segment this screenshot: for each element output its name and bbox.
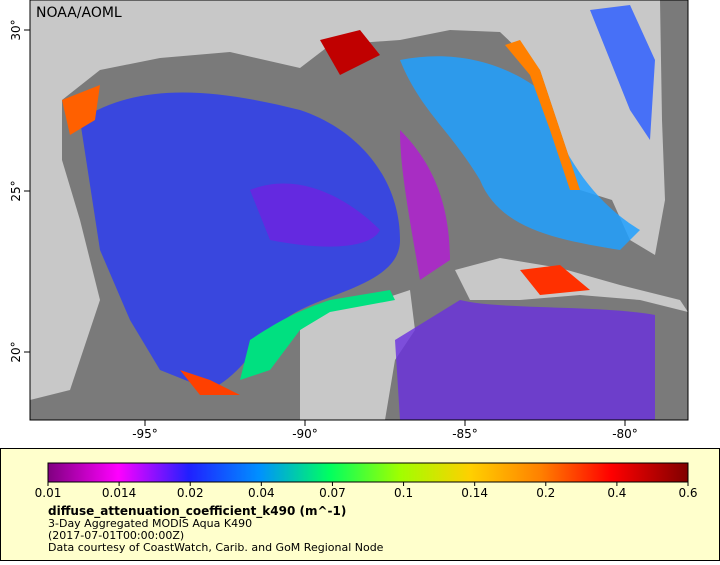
variable-name: diffuse_attenuation_coefficient_k490 (m^… — [48, 504, 346, 519]
colorbar-tick-label: 0.014 — [102, 486, 136, 500]
lon-tick-label: -85° — [452, 427, 478, 441]
campeche-coast — [240, 290, 395, 380]
colorbar-tick-label: 0.07 — [319, 486, 346, 500]
cuba-coast — [520, 265, 590, 295]
lat-tick-label: 30° — [9, 19, 23, 40]
atlantic-signal — [590, 5, 655, 140]
legend-line: (2017-07-01T00:00:00Z) — [48, 529, 184, 542]
texas-coast — [62, 85, 100, 135]
colorbar-tick-label: 0.2 — [536, 486, 555, 500]
lon-tick-label: -95° — [132, 427, 158, 441]
colorbar-tick-label: 0.02 — [177, 486, 204, 500]
colorbar-ticks: 0.01 0.014 0.02 0.04 0.07 0.1 0.14 0.2 0.4 0.6 — [35, 482, 698, 500]
us-land — [30, 0, 190, 110]
colorbar — [47, 462, 689, 483]
loop-current — [400, 130, 450, 280]
legend-line: Data courtesy of CoastWatch, Carib. and … — [48, 541, 384, 554]
colorbar-tick-label: 0.01 — [35, 486, 62, 500]
caribbean-signal — [395, 300, 655, 420]
lon-tick-label: -80° — [612, 427, 638, 441]
coastal-turbid — [505, 40, 580, 190]
lon-tick-label: -90° — [292, 427, 318, 441]
map-label: NOAA/AOML — [36, 5, 122, 21]
legend-line: 3-Day Aggregated MODIS Aqua K490 — [48, 517, 252, 530]
legend: 0.01 0.014 0.02 0.04 0.07 0.1 0.14 0.2 0.4 0.6 di… — [0, 448, 720, 561]
axes: -95° -90° -85° -80° 30° 25° 20° — [9, 19, 638, 441]
lat-tick-label: 25° — [9, 180, 23, 201]
colorbar-tick-label: 0.14 — [461, 486, 488, 500]
colorbar-tick-label: 0.6 — [678, 486, 697, 500]
clear-water — [250, 183, 380, 247]
atlantic-water — [655, 0, 688, 420]
colorbar-tick-label: 0.1 — [394, 486, 413, 500]
deep-water-signal — [80, 92, 400, 390]
shelf-water — [400, 56, 640, 250]
map: NOAA/AOML — [29, 0, 689, 421]
mississippi-plume — [320, 30, 380, 75]
campeche-turbid — [180, 370, 240, 395]
colorbar-tick-label: 0.4 — [607, 486, 626, 500]
lat-tick-label: 20° — [9, 341, 23, 362]
colorbar-tick-label: 0.04 — [248, 486, 275, 500]
yucatan — [300, 290, 415, 420]
map-frame — [29, 0, 689, 421]
